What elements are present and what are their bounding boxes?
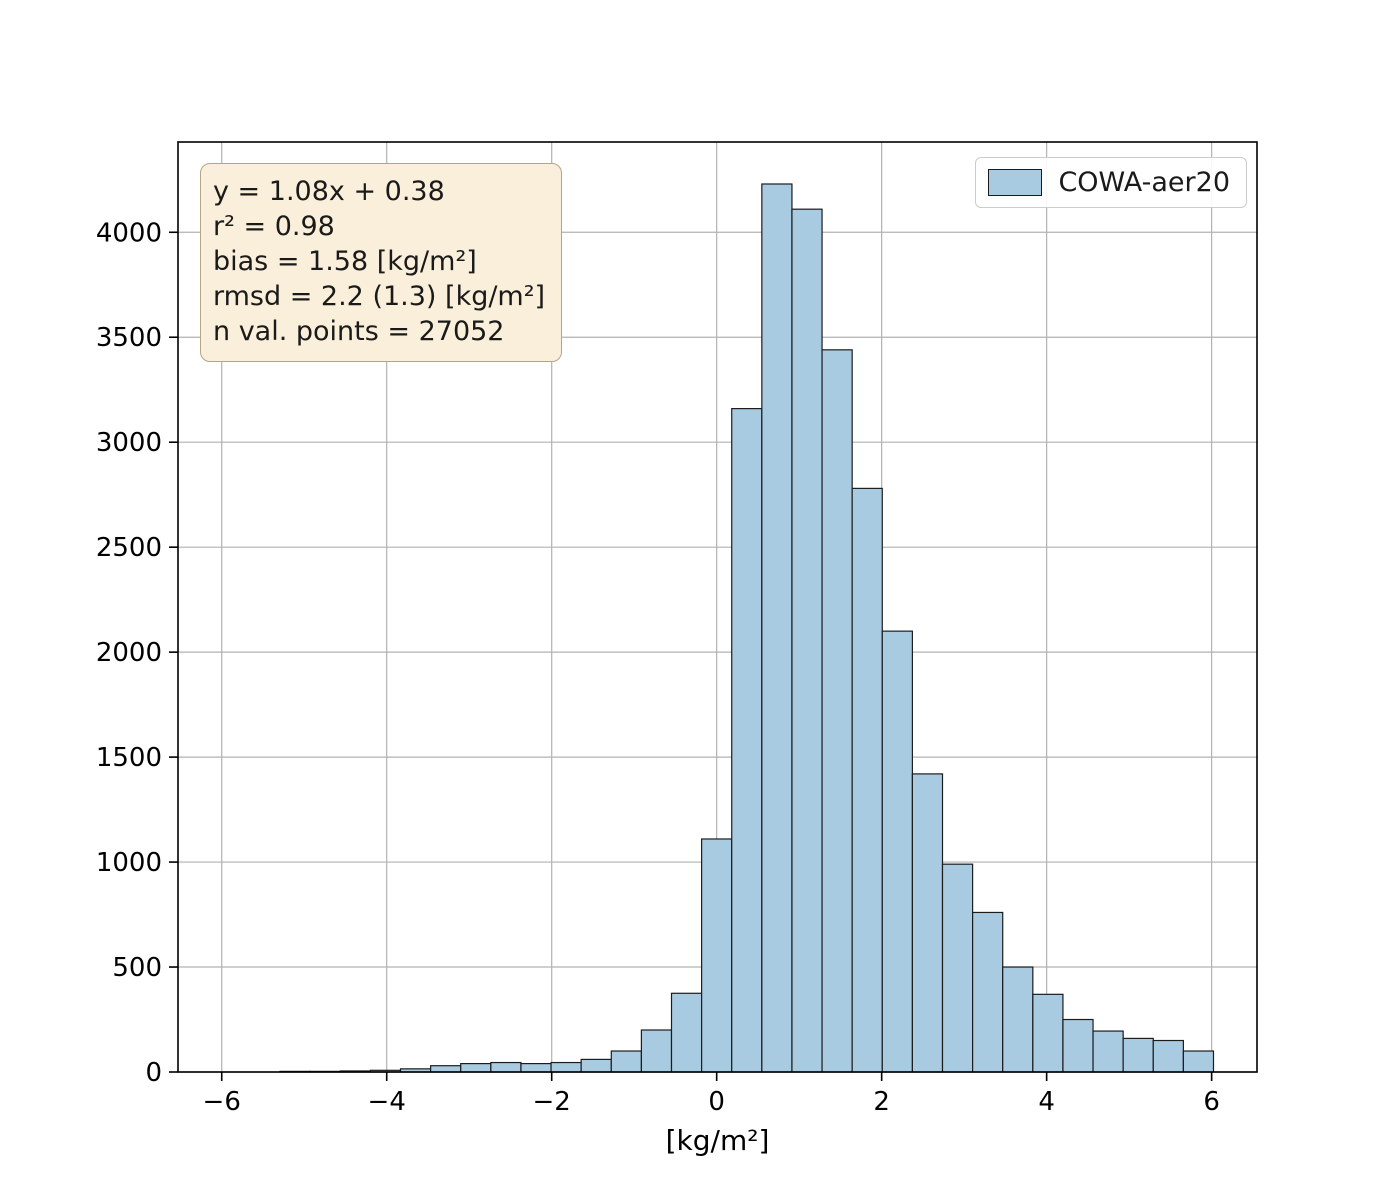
histogram-bar bbox=[430, 1065, 462, 1073]
y-tick-label: 2000 bbox=[96, 638, 162, 668]
y-tick-label: 2500 bbox=[96, 533, 162, 563]
histogram-bar bbox=[640, 1029, 673, 1073]
annotation-line: n val. points = 27052 bbox=[213, 316, 505, 347]
histogram-bar bbox=[550, 1061, 582, 1073]
x-tick-label: 2 bbox=[873, 1087, 890, 1117]
histogram-bar bbox=[1032, 993, 1064, 1073]
y-tick-label: 500 bbox=[112, 953, 162, 983]
histogram-bar bbox=[670, 992, 703, 1073]
histogram-bar bbox=[701, 838, 733, 1073]
x-axis-label: [kg/m²] bbox=[665, 1124, 770, 1157]
histogram-bar bbox=[610, 1050, 642, 1073]
histogram-bar bbox=[1092, 1030, 1124, 1073]
histogram-bar bbox=[1182, 1050, 1215, 1073]
histogram-bar bbox=[821, 349, 853, 1073]
histogram-bar bbox=[851, 487, 883, 1073]
histogram-bar bbox=[580, 1058, 612, 1073]
histogram-bar bbox=[520, 1062, 552, 1073]
x-tick-label: 6 bbox=[1203, 1087, 1220, 1117]
histogram-bar bbox=[761, 183, 793, 1073]
histogram-bar bbox=[972, 911, 1004, 1073]
x-tick-label: −4 bbox=[368, 1087, 406, 1117]
histogram-bar bbox=[791, 208, 823, 1073]
y-tick-label: 4000 bbox=[96, 218, 162, 248]
x-tick-label: 0 bbox=[708, 1087, 725, 1117]
y-tick-label: 1500 bbox=[96, 743, 162, 773]
annotation-line: rmsd = 2.2 (1.3) [kg/m²] bbox=[213, 281, 546, 312]
histogram-bar bbox=[941, 863, 974, 1073]
histogram-bar bbox=[1062, 1018, 1094, 1073]
annotation-line: bias = 1.58 [kg/m²] bbox=[213, 246, 477, 277]
legend-swatch bbox=[988, 169, 1043, 196]
histogram-bar bbox=[1002, 966, 1034, 1073]
histogram-bar bbox=[1122, 1037, 1154, 1073]
legend-label: COWA-aer20 bbox=[1058, 167, 1230, 198]
histogram-bar bbox=[911, 773, 944, 1073]
annotation-line: y = 1.08x + 0.38 bbox=[213, 176, 445, 207]
y-tick-label: 1000 bbox=[96, 848, 162, 878]
annotation-box: y = 1.08x + 0.38 r² = 0.98 bias = 1.58 [kg… bbox=[200, 163, 563, 362]
x-tick-label: −6 bbox=[203, 1087, 241, 1117]
y-tick-label: 3500 bbox=[96, 323, 162, 353]
x-tick-label: −2 bbox=[533, 1087, 571, 1117]
histogram-bar bbox=[881, 630, 913, 1073]
histogram-bar bbox=[460, 1062, 492, 1073]
histogram-bar bbox=[1152, 1039, 1184, 1073]
x-tick-label: 4 bbox=[1038, 1087, 1055, 1117]
y-tick-label: 3000 bbox=[96, 428, 162, 458]
plot-border bbox=[177, 141, 1258, 1073]
histogram-bar bbox=[731, 408, 763, 1073]
y-tick-label: 0 bbox=[145, 1058, 162, 1088]
legend: COWA-aer20 bbox=[975, 157, 1247, 208]
histogram-bar bbox=[490, 1061, 522, 1073]
annotation-line: r² = 0.98 bbox=[213, 211, 335, 242]
